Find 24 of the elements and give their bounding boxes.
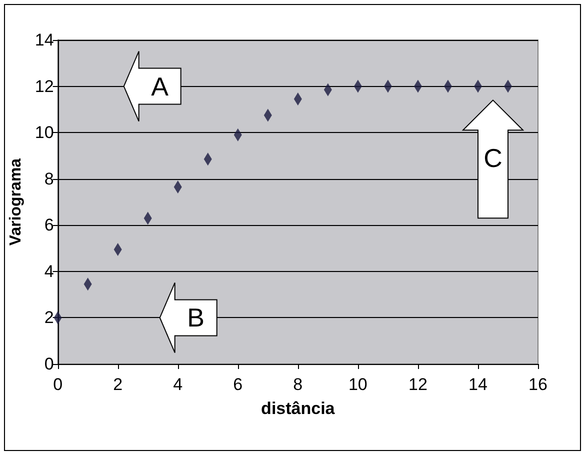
x-tick-label: 4 <box>173 375 183 394</box>
arrow-callout: A <box>123 50 182 122</box>
x-tick-label: 16 <box>528 375 548 394</box>
y-tick-label: 12 <box>34 76 54 96</box>
y-tick-label: 2 <box>44 308 54 328</box>
y-axis-title: Variograma <box>8 158 24 246</box>
arrow-callout: B <box>159 282 218 354</box>
annotation: A <box>151 71 170 102</box>
x-tick-label: 14 <box>468 375 488 394</box>
y-tick-label: 6 <box>44 216 54 235</box>
y-tick-label: 4 <box>44 262 54 281</box>
y-tick-label: 8 <box>44 169 54 188</box>
x-axis-title: distância <box>261 399 336 418</box>
y-tick-label: 14 <box>34 30 54 50</box>
y-tick-label: 10 <box>34 123 54 142</box>
x-tick-label: 2 <box>113 375 123 394</box>
annotation: B <box>187 302 205 333</box>
annotation: C <box>484 143 502 174</box>
x-tick-label: 10 <box>348 375 368 394</box>
x-tick-label: 6 <box>233 375 243 394</box>
x-tick-label: 8 <box>293 375 303 394</box>
arrow-callout: C <box>462 99 524 219</box>
y-tick-label: 0 <box>44 354 54 374</box>
x-tick-label: 12 <box>408 375 428 394</box>
